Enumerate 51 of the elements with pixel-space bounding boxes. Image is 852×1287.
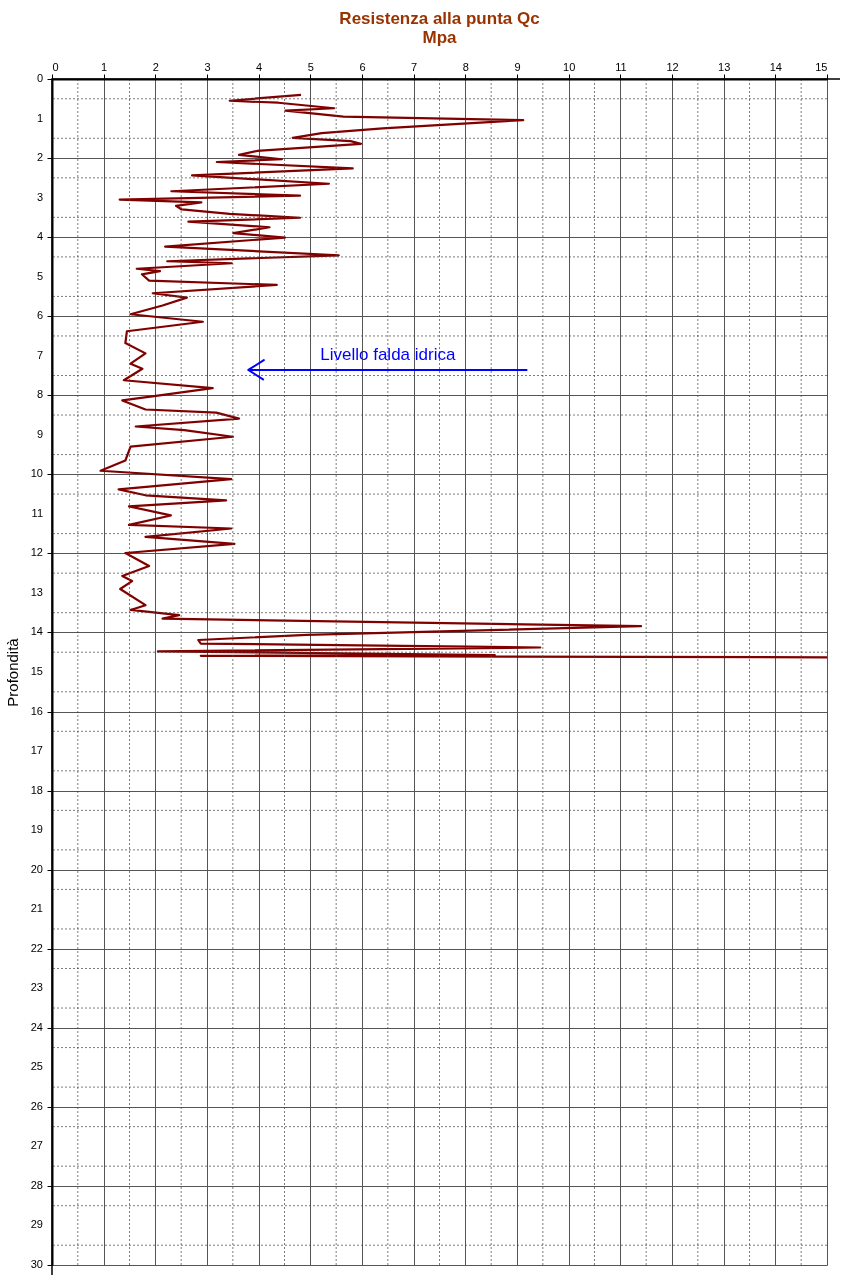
y-tick-label: 11	[31, 506, 43, 519]
y-tick-label: 18	[30, 783, 43, 796]
y-tick-label: 20	[30, 862, 43, 875]
x-tick-label: 14	[769, 60, 782, 73]
y-tick-label: 3	[36, 190, 43, 203]
x-tick-label: 4	[256, 60, 263, 73]
y-tick-label: 28	[30, 1178, 43, 1191]
x-tick-label: 6	[359, 60, 366, 73]
y-tick-label: 30	[30, 1258, 43, 1270]
y-tick-label: 23	[30, 981, 43, 994]
y-tick-label: 0	[36, 72, 43, 84]
y-tick-label: 29	[30, 1218, 43, 1231]
y-tick-label: 1	[36, 111, 43, 124]
x-tick-label: 15	[815, 60, 828, 73]
text: Mpa	[422, 28, 457, 47]
y-tick-label: 19	[30, 823, 43, 836]
x-tick-label: 8	[462, 60, 469, 73]
y-tick-label: 16	[30, 704, 43, 717]
x-tick-label: 11	[615, 60, 627, 73]
x-tick-label: 3	[204, 60, 211, 73]
y-tick-label: 8	[36, 388, 43, 401]
y-tick-label: 10	[30, 467, 43, 480]
y-tick-label: 22	[30, 941, 43, 954]
y-tick-label: 6	[36, 309, 43, 322]
x-tick-label: 12	[666, 60, 679, 73]
y-tick-label: 7	[36, 348, 43, 361]
y-tick-label: 4	[36, 230, 43, 243]
y-tick-label: 15	[30, 665, 43, 677]
x-tick-label: 1	[101, 60, 108, 73]
y-axis-title: Profondità	[4, 637, 21, 707]
x-tick-label: 9	[514, 60, 521, 73]
x-tick-label: 7	[411, 60, 418, 73]
y-tick-label: 2	[36, 151, 43, 164]
text: Resistenza alla punta Qc	[339, 9, 540, 28]
y-tick-label: 17	[30, 744, 43, 757]
y-tick-label: 9	[36, 427, 43, 440]
line-series	[99, 93, 827, 659]
x-tick-label: 0	[52, 60, 59, 73]
x-tick-label: 13	[718, 60, 731, 73]
y-tick-label: 27	[30, 1139, 43, 1152]
y-tick-label: 13	[30, 585, 43, 598]
y-tick-label: 26	[30, 1099, 43, 1112]
y-tick-label: 25	[30, 1060, 43, 1073]
y-tick-label: 24	[30, 1020, 43, 1033]
x-tick-label: 2	[152, 60, 159, 73]
x-tick-label: 10	[563, 60, 576, 73]
y-tick-label: 5	[36, 269, 43, 282]
y-tick-label: 12	[30, 546, 43, 559]
y-tick-label: 14	[30, 625, 43, 638]
x-tick-label: 5	[307, 60, 314, 73]
y-tick-label: 21	[30, 902, 43, 915]
